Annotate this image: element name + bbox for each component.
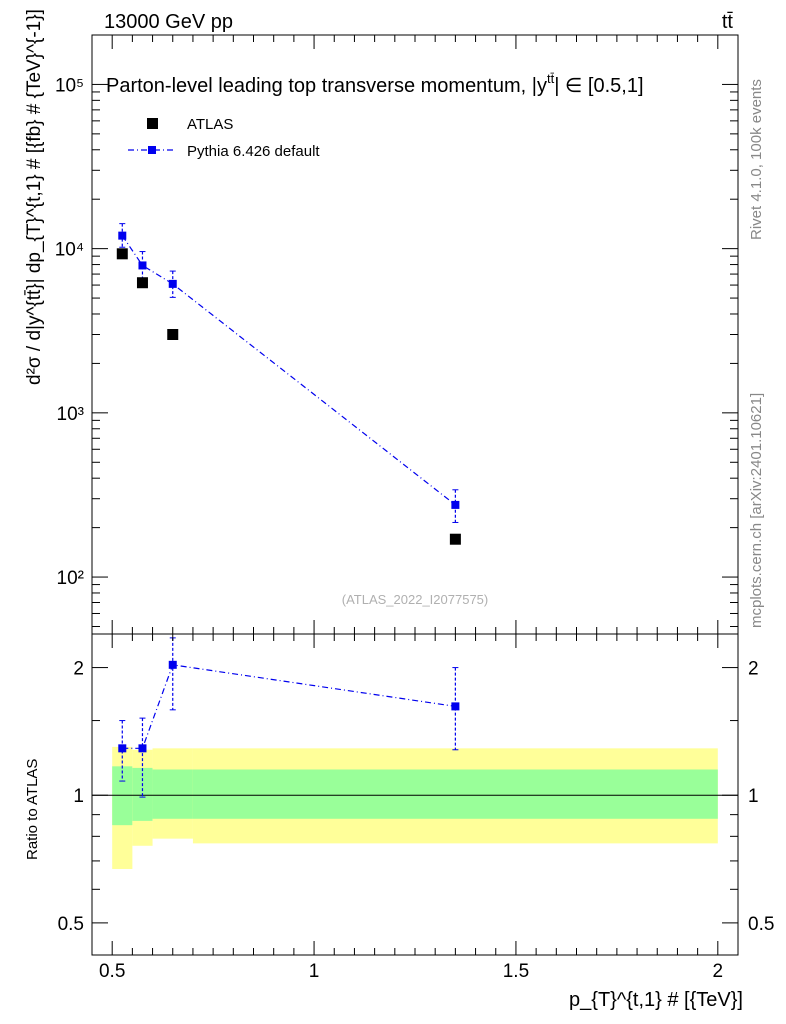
ratio-pythia-line <box>122 664 456 749</box>
pythia-point <box>451 500 460 509</box>
ratio-y-tick-label: 1 <box>73 786 84 807</box>
rivet-note: Rivet 4.1.0, 100k events <box>748 79 765 240</box>
ratio-y-tick-label-right: 2 <box>748 659 759 680</box>
analysis-watermark: (ATLAS_2022_I2077575) <box>342 592 488 607</box>
x-axis-label: p_{T}^{t,1} # [{TeV}] <box>569 989 743 1011</box>
x-tick-label: 0.5 <box>99 961 125 982</box>
main-panel <box>116 223 461 545</box>
pythia-point <box>168 279 177 288</box>
y-tick-label: 10³ <box>57 404 84 425</box>
ratio-pythia-point <box>168 660 177 669</box>
inner-band-segment <box>192 769 718 819</box>
pythia-series-line <box>121 235 456 506</box>
atlas-point <box>116 248 128 260</box>
chart-title-sup: tt̄ <box>547 71 555 86</box>
y-tick-label: 10² <box>57 568 84 589</box>
ratio-y-tick-label: 2 <box>73 659 84 680</box>
legend-atlas-marker <box>147 118 158 129</box>
legend-atlas-label: ATLAS <box>187 116 233 133</box>
source-note: mcplots.cern.ch [arXiv:2401.10621] <box>748 393 765 628</box>
atlas-point <box>167 329 179 340</box>
y-tick-label: 10⁴ <box>55 240 84 261</box>
inner-band-segment <box>112 766 133 826</box>
pythia-point <box>138 261 147 270</box>
ratio-y-tick-label-right: 0.5 <box>748 914 774 935</box>
legend-pythia-label: Pythia 6.426 default <box>187 143 320 160</box>
chart-title-tail: | ∈ [0.5,1] <box>554 75 643 97</box>
energy-label: 13000 GeV pp <box>104 11 233 33</box>
y-axis-label-main: d²σ / d|y^{tt̄}| dp_{T}^{t,1} # [{fb} # … <box>24 9 45 385</box>
ratio-y-tick-label-right: 1 <box>748 786 759 807</box>
legend-pythia-marker <box>148 146 156 154</box>
y-tick-label: 10⁵ <box>55 75 84 96</box>
inner-band-segment <box>152 769 193 819</box>
chart-title: Parton-level leading top transverse mome… <box>106 71 644 97</box>
atlas-point <box>136 277 148 289</box>
x-tick-label: 1.5 <box>503 961 529 982</box>
panel-frames: 0.5 1 1.5 2 10² 10³ 10⁴ 10⁵ 0.5 0.5 1 1 2 2 <box>55 34 774 982</box>
x-tick-label: 1 <box>309 961 320 982</box>
process-label: tt̄ <box>722 11 734 33</box>
ratio-panel <box>92 637 738 798</box>
pythia-point <box>118 231 127 240</box>
ratio-y-tick-label: 0.5 <box>58 914 84 935</box>
ratio-uncertainty-bands <box>112 746 718 869</box>
ratio-pythia-point <box>451 702 460 711</box>
atlas-point <box>449 533 461 545</box>
chart-title-main: Parton-level leading top transverse mome… <box>106 75 547 97</box>
ratio-pythia-point <box>118 744 127 753</box>
y-axis-label-ratio: Ratio to ATLAS <box>24 759 41 860</box>
x-tick-label: 2 <box>713 961 724 982</box>
ratio-pythia-point <box>138 744 147 753</box>
